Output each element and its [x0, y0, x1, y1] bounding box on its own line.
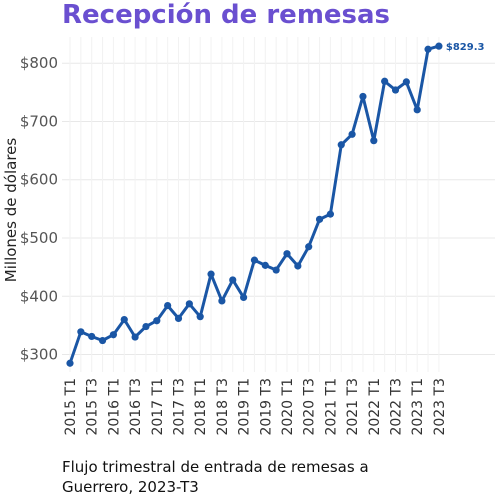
data-point[interactable] — [337, 141, 345, 149]
data-point[interactable] — [88, 332, 96, 341]
data-point[interactable] — [315, 215, 324, 223]
x-tick-label: 2021 T3 — [345, 378, 361, 436]
data-point[interactable] — [402, 78, 410, 86]
data-point[interactable] — [424, 45, 432, 53]
data-point[interactable] — [109, 331, 117, 339]
x-tick-label: 2016 T3 — [128, 378, 144, 436]
x-tick-label: 2023 T3 — [432, 378, 448, 436]
caption-line-2: Guerrero, 2023-T3 — [62, 478, 199, 496]
data-point[interactable] — [185, 300, 193, 308]
data-point[interactable] — [66, 359, 74, 367]
data-point[interactable] — [413, 106, 421, 114]
x-tick-label: 2018 T1 — [193, 378, 209, 436]
data-point[interactable] — [142, 322, 150, 331]
x-tick-label: 2015 T1 — [63, 378, 79, 436]
data-point[interactable] — [391, 86, 400, 94]
x-tick-label: 2017 T1 — [150, 378, 166, 436]
data-point[interactable] — [240, 293, 248, 302]
x-tick-label: 2023 T1 — [410, 378, 426, 436]
data-point[interactable] — [153, 317, 161, 325]
data-point[interactable] — [229, 276, 237, 284]
data-point[interactable] — [381, 77, 389, 85]
y-tick-label: $400 — [20, 287, 58, 305]
data-point[interactable] — [435, 42, 443, 50]
data-point[interactable] — [348, 130, 356, 138]
grid — [62, 37, 495, 372]
data-point[interactable] — [98, 336, 107, 345]
chart-title: Recepción de remesas — [62, 0, 390, 30]
x-tick-label: 2020 T1 — [280, 378, 296, 436]
y-tick-label: $600 — [20, 171, 58, 189]
y-tick-label: $800 — [20, 54, 58, 72]
y-axis-ticks: $300 $400 $500 $600 $700 $800 — [20, 54, 58, 363]
x-tick-label: 2020 T3 — [302, 378, 318, 436]
data-point[interactable] — [207, 270, 215, 278]
data-point[interactable] — [174, 314, 183, 322]
data-point[interactable] — [120, 315, 128, 324]
caption-line-1: Flujo trimestral de entrada de remesas a — [62, 458, 369, 476]
data-point[interactable] — [250, 256, 259, 264]
y-tick-label: $300 — [20, 346, 58, 364]
data-point[interactable] — [283, 250, 291, 258]
x-tick-label: 2017 T3 — [172, 378, 188, 436]
data-point[interactable] — [326, 210, 334, 218]
data-point[interactable] — [218, 297, 226, 305]
x-tick-label: 2021 T1 — [323, 378, 339, 436]
x-tick-label: 2015 T3 — [85, 378, 101, 436]
data-point[interactable] — [272, 266, 280, 274]
y-tick-label: $500 — [20, 229, 58, 247]
points-layer — [66, 42, 443, 367]
x-tick-label: 2019 T1 — [237, 378, 253, 436]
last-value-label: $829.3 — [446, 42, 485, 53]
y-tick-label: $700 — [20, 112, 58, 130]
data-point[interactable] — [131, 333, 139, 341]
data-point[interactable] — [77, 328, 85, 336]
x-tick-label: 2022 T1 — [367, 378, 383, 436]
data-point[interactable] — [294, 262, 302, 270]
x-tick-label: 2016 T1 — [106, 378, 122, 436]
y-axis-label: Millones de dólares — [2, 138, 20, 283]
data-point[interactable] — [196, 313, 204, 321]
data-point[interactable] — [305, 243, 313, 251]
x-tick-label: 2019 T3 — [258, 378, 274, 436]
data-point[interactable] — [359, 92, 367, 101]
data-point[interactable] — [261, 261, 269, 269]
data-point[interactable] — [370, 137, 378, 145]
data-point[interactable] — [164, 301, 172, 310]
x-axis-ticks: 2015 T1 2015 T3 2016 T1 2016 T3 2017 T1 2017 … — [63, 378, 448, 436]
x-tick-label: 2018 T3 — [215, 378, 231, 436]
x-tick-label: 2022 T3 — [389, 378, 405, 436]
